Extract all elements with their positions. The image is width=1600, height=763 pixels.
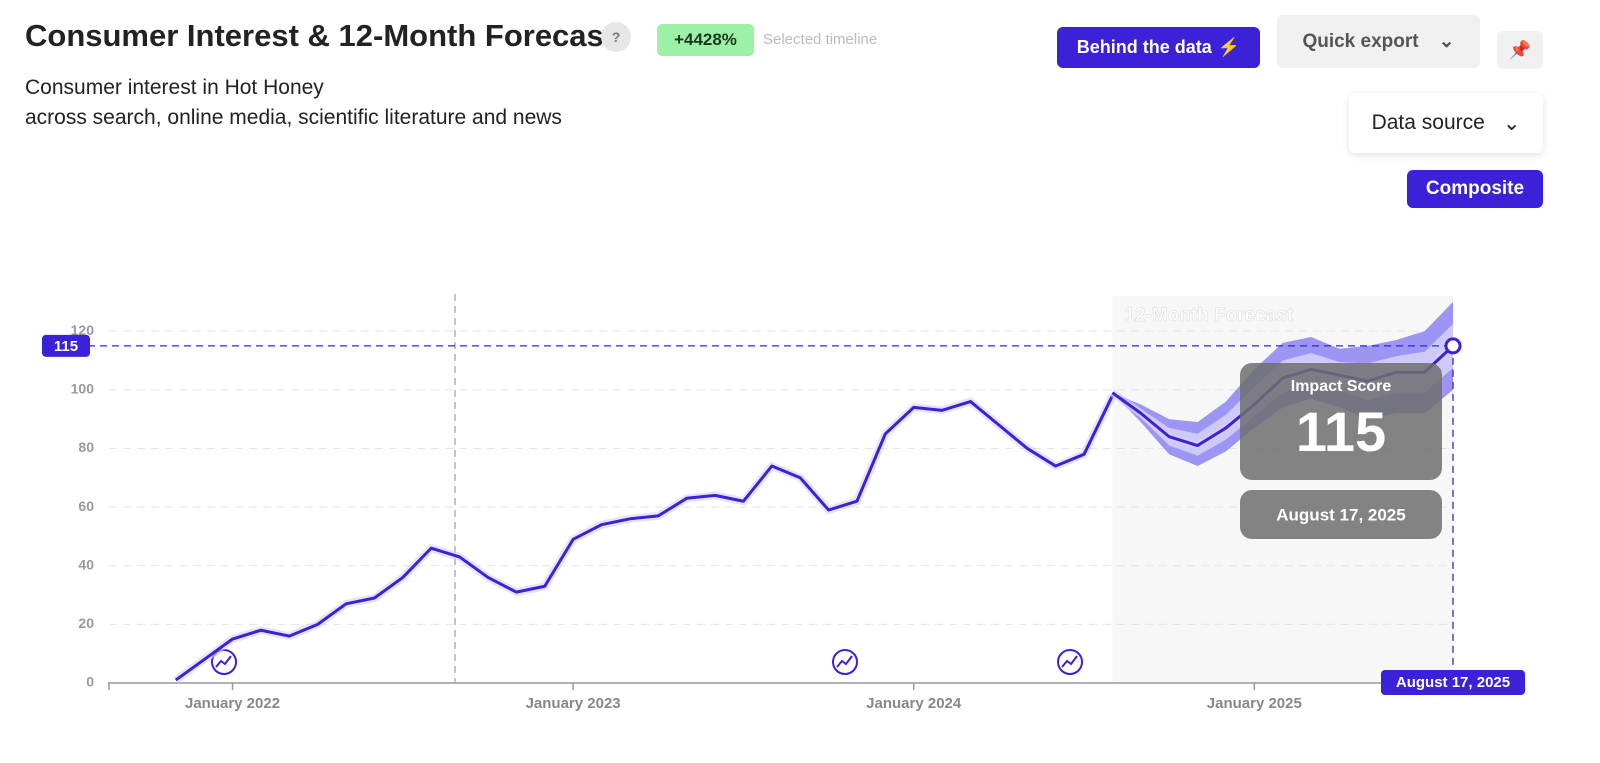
tooltip-date: August 17, 2025	[1276, 505, 1405, 524]
label: Data source	[1371, 111, 1485, 134]
behind-button[interactable]: Behind the data ⚡	[1057, 27, 1260, 68]
export-button[interactable]: Quick export ⌄	[1277, 15, 1480, 68]
label: Quick export	[1302, 30, 1419, 52]
y-tick-label: 40	[78, 556, 94, 572]
pin-button[interactable]: 📌	[1497, 31, 1543, 69]
x-tick-label: January 2023	[526, 695, 621, 712]
y-marker-label: 115	[54, 338, 78, 355]
source-dropdown[interactable]: Data source ⌄	[1349, 93, 1543, 153]
y-tick-label: 100	[71, 381, 95, 397]
tooltip-date-box	[1240, 490, 1442, 539]
x-tick-label: January 2025	[1207, 695, 1302, 712]
x-tick-label: January 2024	[866, 695, 962, 712]
event-icons	[211, 649, 1083, 675]
tooltip-box	[1240, 363, 1442, 480]
change-note: Selected timeline	[763, 31, 878, 48]
chevron: ⌄	[1438, 31, 1455, 52]
end-point	[1444, 337, 1462, 355]
y-tick-label: 60	[78, 498, 94, 514]
title: Consumer Interest & 12-Month Forecast	[25, 18, 615, 53]
y-marker	[42, 334, 90, 357]
help[interactable]: ?	[601, 22, 631, 52]
forecast-label: 12-Month Forecast	[1124, 305, 1294, 326]
x-marker	[1381, 670, 1525, 695]
subtitle: Consumer interest in Hot Honey	[25, 76, 324, 99]
composite-button[interactable]: Composite	[1407, 170, 1543, 208]
subtitle: across search, online media, scientific …	[25, 106, 562, 129]
y-tick-label: 0	[86, 674, 94, 690]
y-tick-label: 20	[78, 615, 94, 631]
y-tick-label: 120	[71, 322, 95, 338]
chevron: ⌄	[1502, 111, 1521, 135]
x-tick-label: January 2022	[185, 695, 280, 712]
tooltip-label: Impact Score	[1291, 378, 1392, 395]
tooltip-value: 115	[1296, 400, 1386, 463]
change-badge: +4428%	[657, 24, 754, 56]
y-tick-label: 80	[78, 439, 94, 455]
series-line	[174, 395, 1114, 682]
icon: ⚡	[1217, 37, 1241, 57]
x-marker-label: August 17, 2025	[1396, 674, 1510, 691]
line-shadow	[173, 393, 1117, 684]
label: Behind the data	[1076, 37, 1212, 57]
